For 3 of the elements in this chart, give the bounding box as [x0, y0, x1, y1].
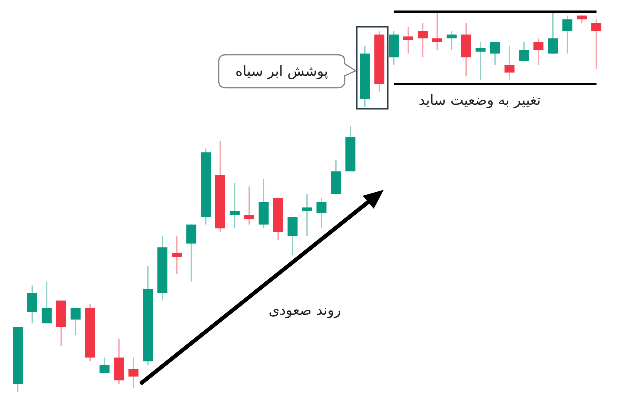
annotation: روند صعودی — [268, 303, 342, 319]
annotation: پوشش ابر سیاه — [236, 64, 328, 80]
annotation: تغییر به وضعیت ساید — [418, 93, 542, 109]
